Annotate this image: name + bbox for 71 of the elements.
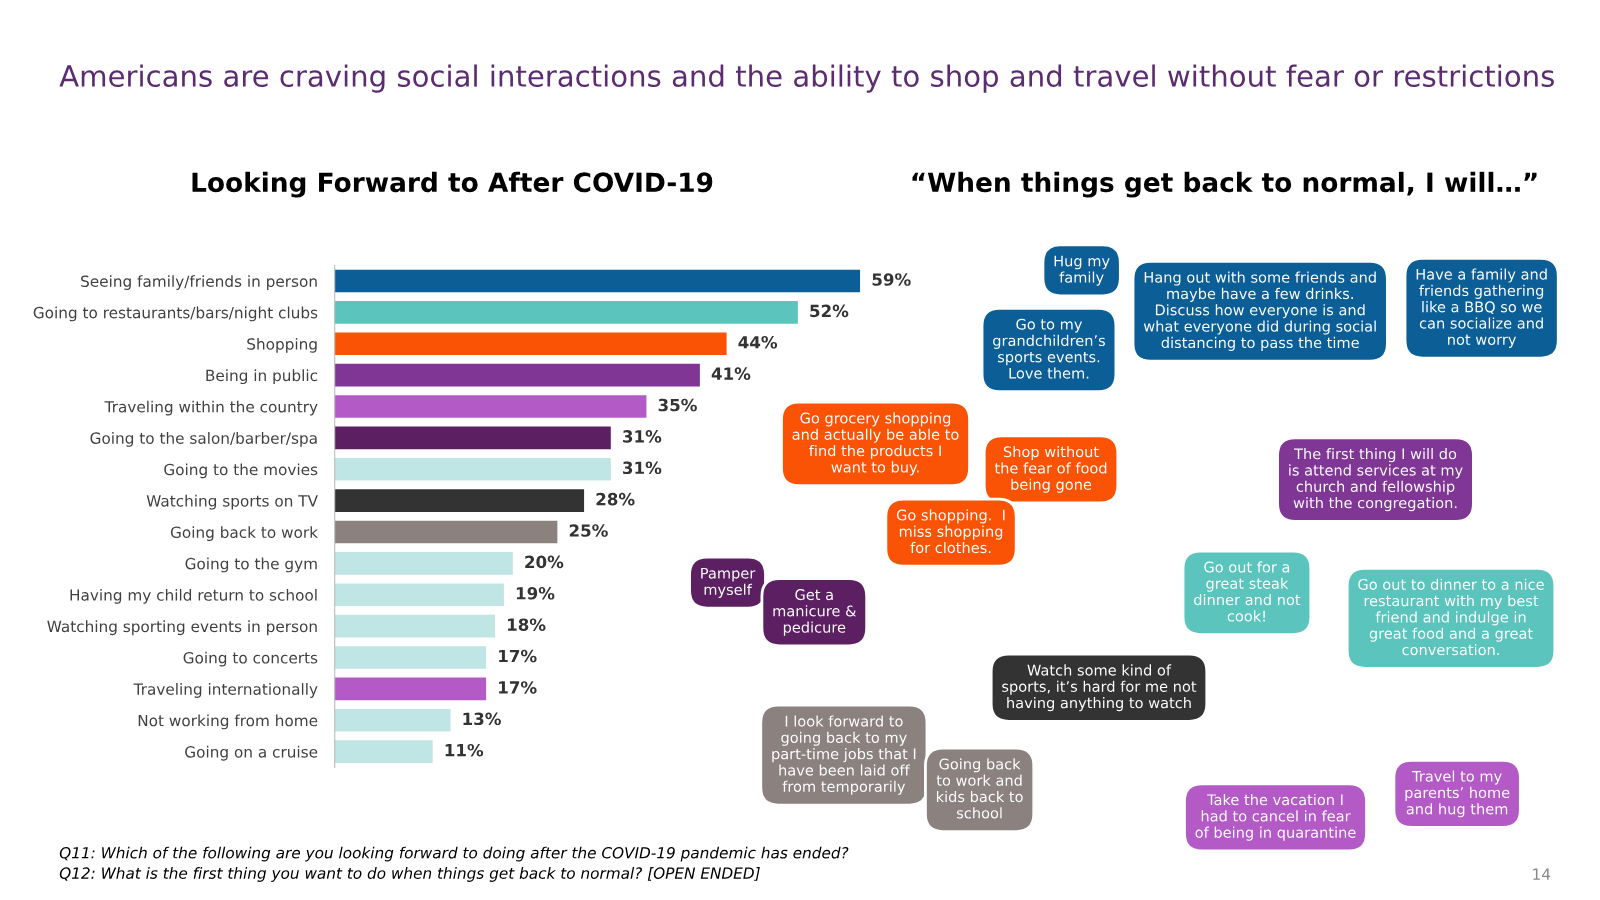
text: The first thing I will do is attend services at my church and fellowship with the congregation.	[1289, 448, 1463, 512]
text: Go out to dinner to a nice restaurant with my best friend and indulge in great food and a great conversation.	[1358, 578, 1544, 656]
bar	[334, 614, 496, 638]
annotation: Get a manicure & pedicure	[773, 589, 857, 636]
data-label: 35%	[658, 398, 697, 412]
data-label: 31%	[623, 461, 662, 475]
y-tick-label: Traveling internationally	[133, 683, 318, 698]
y-tick-label: Going to restaurants/bars/night clubs	[33, 306, 318, 322]
text: “When things get back to normal, I will…”	[912, 171, 1537, 198]
bar	[334, 708, 451, 732]
data-label: 31%	[623, 430, 662, 443]
text: Take the vacation I had to cancel in fear of being in quarantine	[1195, 793, 1356, 841]
data-label: 17%	[499, 649, 537, 663]
bar	[334, 677, 487, 701]
data-label: 52%	[810, 304, 849, 318]
text: Go shopping. I miss shopping for clothes.	[896, 509, 1005, 554]
y-tick-label: Being in public	[206, 369, 318, 385]
y-tick-label: Having my child return to school	[70, 588, 317, 604]
data-label: 17%	[499, 681, 537, 694]
y-tick-label: Going to the movies	[164, 463, 318, 479]
bar	[334, 489, 585, 512]
y-tick-label: Going to concerts	[183, 651, 318, 667]
data-label: 41%	[711, 367, 751, 380]
bar	[334, 395, 647, 418]
y-tick-label: Going on a cruise	[185, 745, 318, 761]
y-tick-label: Going to the salon/barber/spa	[90, 432, 317, 447]
text: 14	[1533, 868, 1551, 880]
text: Going back to work and kids back to school	[936, 758, 1023, 819]
bar	[334, 363, 700, 387]
bar	[334, 332, 727, 356]
bar	[334, 269, 861, 293]
text: Q12: What is the first thing you want to do when things get back to normal? [OPEN ENDED]	[59, 867, 760, 882]
data-label: 19%	[516, 587, 555, 600]
annotation: Go grocery shopping and actually be able to find the products I want to buy.	[792, 412, 959, 476]
bar	[334, 646, 487, 669]
chart-subtitle: Looking Forward to After COVID-19	[192, 171, 713, 198]
bar	[334, 301, 798, 324]
y-tick-label: Seeing family/friends in person	[81, 275, 317, 290]
text: Q11: Which of the following are you looking forward to doing after the COVID-19 pandemic has ended?	[59, 846, 849, 862]
y-tick-label: Shopping	[247, 337, 317, 353]
y-tick-label: Traveling within the country	[104, 400, 318, 416]
text: Go to my grandchildren’s sports events. Love them.	[993, 318, 1105, 379]
bar	[334, 740, 433, 763]
text: Travel to my parents’ home and hug them	[1405, 770, 1510, 818]
text: Hug my family	[1054, 255, 1110, 286]
bar	[334, 583, 504, 607]
y-tick-label: Going to the gym	[185, 557, 317, 573]
annotation: Pamper myself	[701, 567, 756, 598]
data-label: 20%	[525, 555, 564, 569]
data-label: 25%	[569, 524, 608, 537]
data-label: 28%	[596, 492, 635, 506]
y-tick-label: Watching sports on TV	[146, 494, 318, 510]
data-label: 18%	[508, 618, 546, 631]
bar	[334, 457, 611, 481]
data-label: 11%	[445, 743, 484, 757]
annotation: I look forward to going back to my part-time jobs that I have been laid off from temporarily	[772, 715, 916, 795]
chart-title: Americans are craving social interactions and the ability to shop and travel without fear or restrictions	[59, 64, 1554, 93]
text: Hang out with some friends and maybe have a few drinks. Discuss how everyone is and what everyone did during social distancing to pass the time	[1143, 271, 1376, 351]
text: Watch some kind of sports, it’s hard for me not having anything to watch	[1002, 664, 1197, 712]
y-tick-label: Watching sporting events in person	[47, 620, 317, 636]
text: Go out for a great steak dinner and not cook!	[1194, 561, 1301, 622]
bar	[334, 426, 611, 450]
text: Shop without the fear of food being gone	[994, 446, 1107, 493]
data-label: 13%	[463, 712, 501, 726]
text: Have a family and friends gathering like a BBQ so we can socialize and not worry	[1416, 268, 1547, 348]
y-tick-label: Going back to work	[170, 526, 318, 541]
data-label: 44%	[738, 335, 778, 349]
bar	[334, 552, 513, 575]
y-tick-label: Not working from home	[138, 714, 318, 730]
data-label: 59%	[872, 273, 911, 286]
bar	[334, 520, 558, 544]
